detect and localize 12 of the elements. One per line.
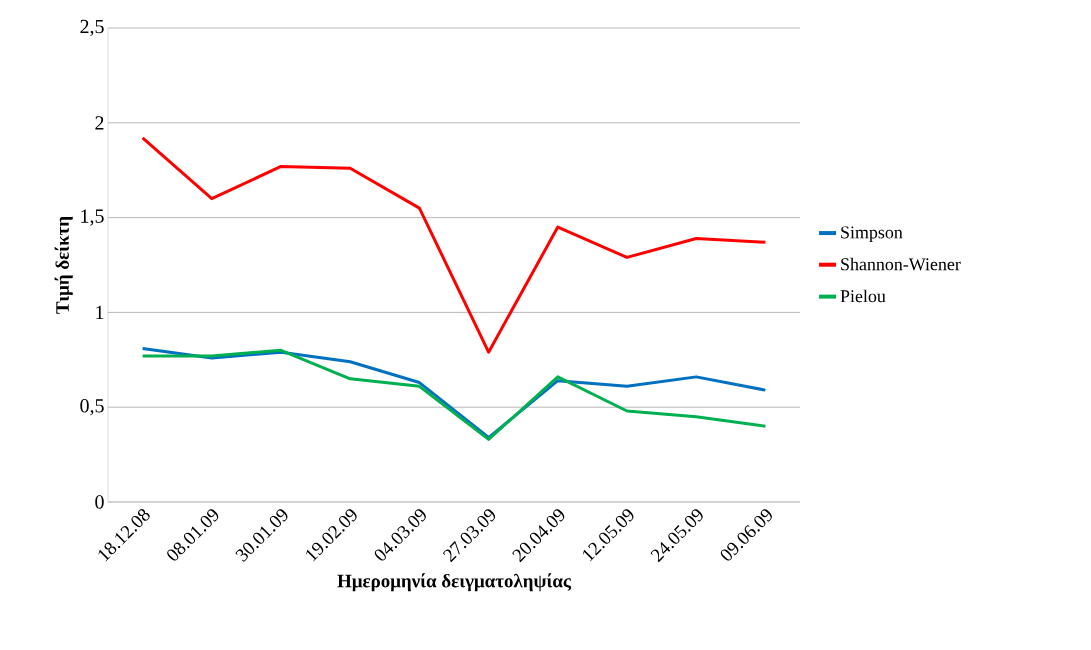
x-axis-title: Ημερομηνία δειγματοληψίας [337,573,572,592]
y-tick-label: 0 [95,495,104,509]
legend-label: Shannon-Wiener [841,257,961,271]
legend-label: Pielou [840,289,886,303]
y-axis-title: Τιμή δείκτη [54,216,73,314]
y-tick-label: 0,5 [80,399,104,416]
y-tick-label: 1 [96,305,104,319]
line-series [141,136,767,354]
legend-label: Simpson [841,226,903,243]
y-tick-label: 2,5 [80,19,104,37]
y-tick-label: 1,5 [81,209,104,226]
y-tick-label: 2 [95,116,104,130]
